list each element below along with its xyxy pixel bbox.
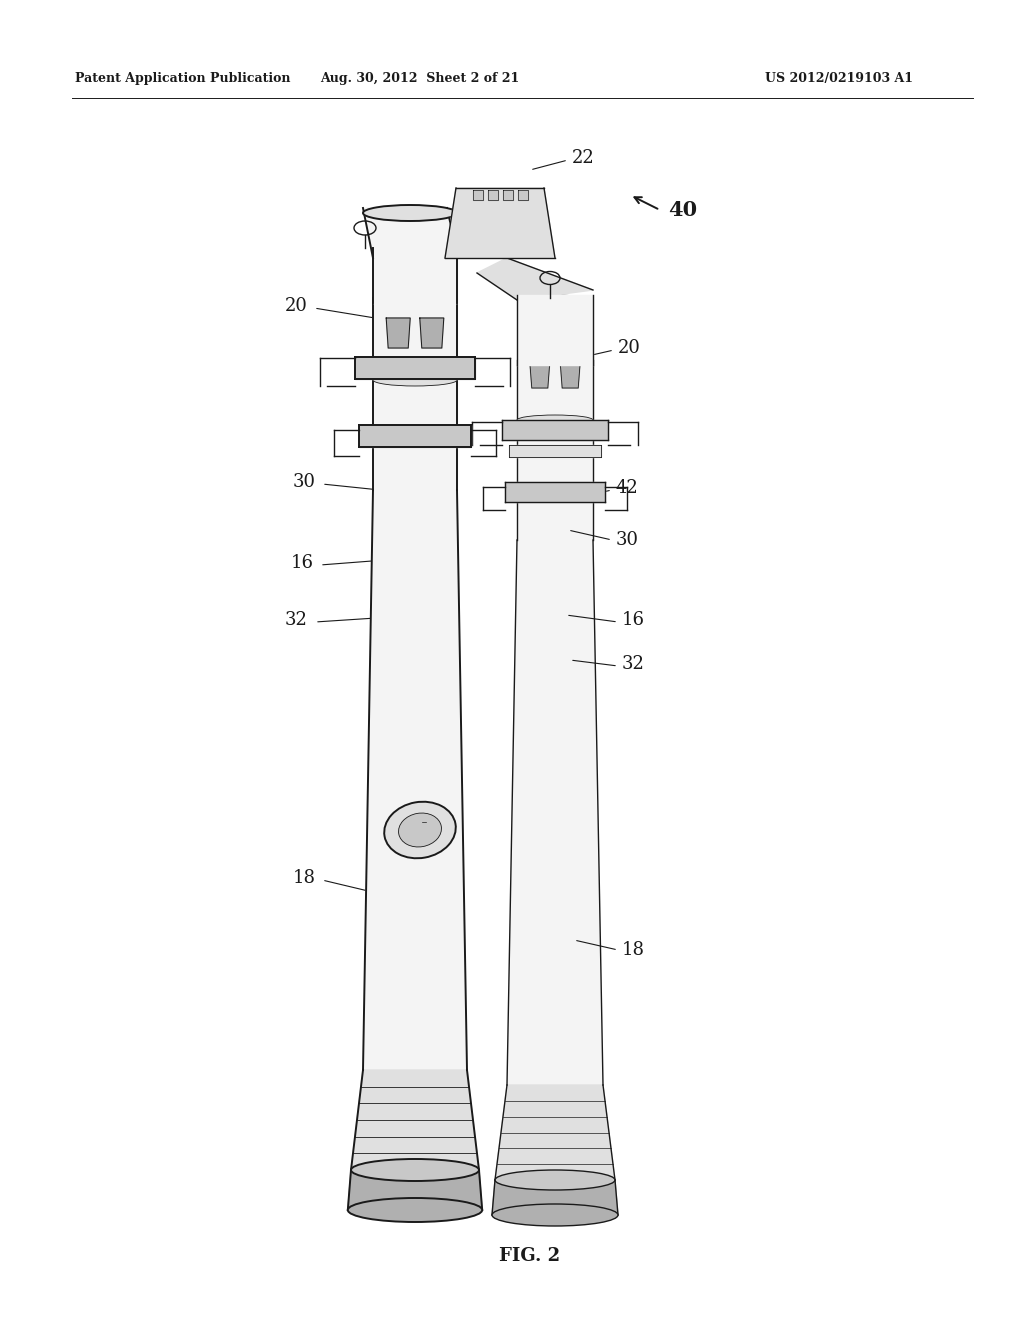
Text: 42: 42 xyxy=(616,479,639,498)
Polygon shape xyxy=(351,1071,479,1170)
Text: 40: 40 xyxy=(668,201,697,220)
Text: 20: 20 xyxy=(285,297,308,315)
Polygon shape xyxy=(509,445,601,457)
Text: 30: 30 xyxy=(616,531,639,549)
Polygon shape xyxy=(420,318,443,348)
Text: 32: 32 xyxy=(622,655,645,673)
Polygon shape xyxy=(348,1170,482,1210)
Ellipse shape xyxy=(373,244,457,256)
Text: 18: 18 xyxy=(293,869,316,887)
Polygon shape xyxy=(386,318,411,348)
Polygon shape xyxy=(373,248,457,304)
Polygon shape xyxy=(560,362,581,388)
Text: 18: 18 xyxy=(622,941,645,960)
Text: 16: 16 xyxy=(622,611,645,630)
Text: FIG. 2: FIG. 2 xyxy=(500,1247,560,1265)
Ellipse shape xyxy=(362,205,457,220)
Ellipse shape xyxy=(351,1159,479,1181)
Polygon shape xyxy=(362,490,467,1071)
Polygon shape xyxy=(362,209,457,257)
Text: 16: 16 xyxy=(291,554,314,572)
Polygon shape xyxy=(445,187,555,257)
Polygon shape xyxy=(473,190,483,201)
Ellipse shape xyxy=(398,813,441,847)
Polygon shape xyxy=(488,190,498,201)
Polygon shape xyxy=(355,356,475,379)
Text: 20: 20 xyxy=(618,339,641,356)
Polygon shape xyxy=(505,482,605,502)
Polygon shape xyxy=(517,360,593,540)
Text: Patent Application Publication: Patent Application Publication xyxy=(75,73,291,84)
Polygon shape xyxy=(518,190,528,201)
Polygon shape xyxy=(477,257,593,300)
Polygon shape xyxy=(503,190,513,201)
Ellipse shape xyxy=(373,374,457,385)
Polygon shape xyxy=(359,425,471,447)
Text: Aug. 30, 2012  Sheet 2 of 21: Aug. 30, 2012 Sheet 2 of 21 xyxy=(321,73,519,84)
Polygon shape xyxy=(529,362,550,388)
Polygon shape xyxy=(492,1180,618,1214)
Polygon shape xyxy=(502,420,608,440)
Polygon shape xyxy=(495,1085,615,1180)
Text: 32: 32 xyxy=(285,611,308,630)
Text: US 2012/0219103 A1: US 2012/0219103 A1 xyxy=(765,73,913,84)
Polygon shape xyxy=(517,294,593,366)
Ellipse shape xyxy=(517,294,593,305)
Ellipse shape xyxy=(495,1170,615,1191)
Text: 22: 22 xyxy=(572,149,595,168)
Polygon shape xyxy=(507,540,603,1085)
Text: 30: 30 xyxy=(293,473,316,491)
Polygon shape xyxy=(373,298,457,490)
Ellipse shape xyxy=(384,801,456,858)
Ellipse shape xyxy=(517,414,593,425)
Ellipse shape xyxy=(348,1199,482,1222)
Ellipse shape xyxy=(492,1204,618,1226)
